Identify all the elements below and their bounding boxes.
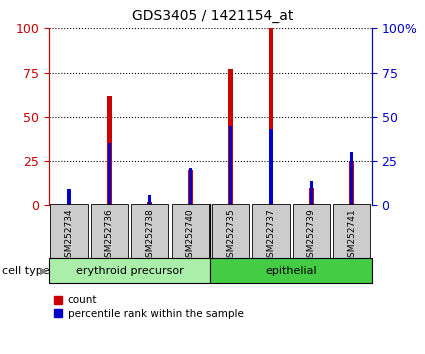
Text: GSM252737: GSM252737	[266, 208, 275, 263]
Bar	[189, 168, 192, 205]
Bar	[228, 69, 233, 205]
Bar	[252, 204, 289, 258]
Text: GSM252740: GSM252740	[186, 208, 195, 263]
Bar	[333, 204, 370, 258]
Text: epithelial: epithelial	[265, 266, 317, 276]
Bar	[349, 161, 354, 205]
Bar	[108, 143, 111, 205]
Bar	[131, 204, 168, 258]
Bar	[49, 258, 210, 283]
Bar	[269, 129, 272, 205]
Bar	[91, 204, 128, 258]
Bar	[172, 204, 209, 258]
Bar	[269, 28, 273, 205]
Bar	[293, 204, 330, 258]
Bar	[107, 96, 112, 205]
Text: GSM252741: GSM252741	[347, 208, 356, 263]
Bar	[210, 258, 372, 283]
Text: erythroid precursor: erythroid precursor	[76, 266, 184, 276]
Text: cell type: cell type	[2, 266, 50, 276]
Text: GSM252736: GSM252736	[105, 208, 114, 263]
Bar	[68, 189, 71, 205]
Text: GSM252738: GSM252738	[145, 208, 154, 263]
Bar	[148, 195, 151, 205]
Bar	[188, 170, 193, 205]
Text: GDS3405 / 1421154_at: GDS3405 / 1421154_at	[132, 9, 293, 23]
Text: ▶: ▶	[40, 266, 47, 276]
Bar	[147, 202, 152, 205]
Bar	[310, 181, 313, 205]
Text: GSM252735: GSM252735	[226, 208, 235, 263]
Bar	[67, 202, 71, 205]
Text: GSM252734: GSM252734	[65, 208, 74, 263]
Bar	[212, 204, 249, 258]
Bar	[229, 126, 232, 205]
Bar	[350, 152, 353, 205]
Legend: count, percentile rank within the sample: count, percentile rank within the sample	[54, 296, 244, 319]
Bar	[51, 204, 88, 258]
Text: GSM252739: GSM252739	[307, 208, 316, 263]
Bar	[309, 188, 314, 205]
